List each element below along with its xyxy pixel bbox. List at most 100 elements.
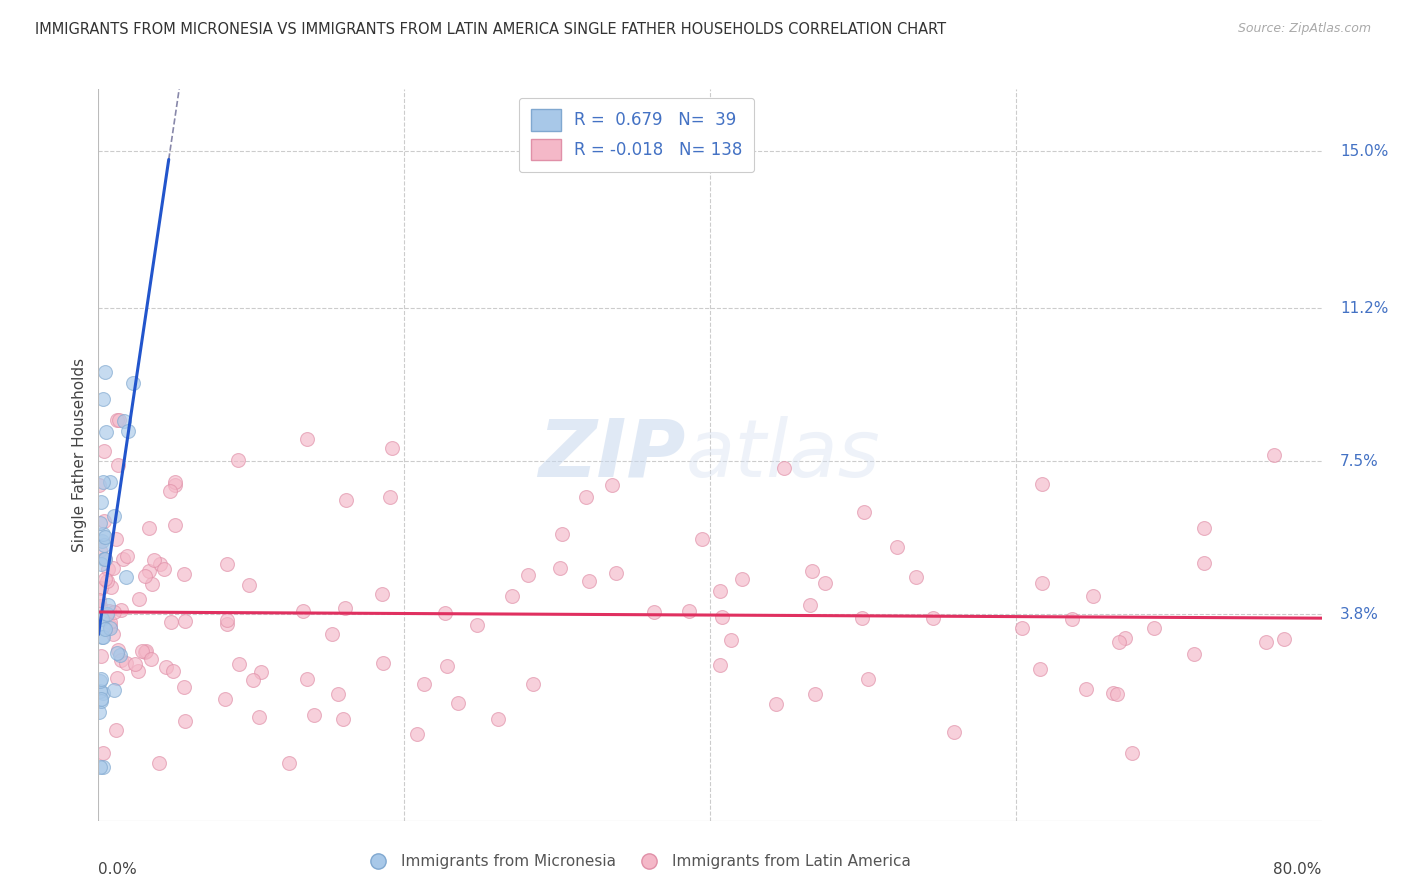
Point — [98, 615, 121, 630]
Point — [94, 552, 117, 566]
Point — [105, 533, 128, 547]
Point — [406, 727, 429, 741]
Point — [105, 672, 128, 686]
Text: 7.5%: 7.5% — [1340, 454, 1379, 468]
Text: 15.0%: 15.0% — [1340, 144, 1388, 159]
Text: Source: ZipAtlas.com: Source: ZipAtlas.com — [1237, 22, 1371, 36]
Point — [162, 664, 184, 678]
Point — [134, 645, 156, 659]
Point — [110, 603, 132, 617]
Point — [1182, 647, 1205, 661]
Legend: Immigrants from Micronesia, Immigrants from Latin America: Immigrants from Micronesia, Immigrants f… — [356, 848, 917, 875]
Text: atlas: atlas — [686, 416, 880, 494]
Point — [1029, 662, 1052, 676]
Point — [1031, 477, 1053, 491]
Point — [215, 558, 238, 572]
Point — [163, 518, 186, 533]
Text: 0.0%: 0.0% — [98, 862, 138, 877]
Point — [103, 508, 125, 523]
Point — [250, 665, 273, 679]
Point — [548, 561, 571, 575]
Point — [93, 444, 115, 458]
Point — [522, 677, 544, 691]
Point — [127, 664, 149, 678]
Point — [107, 458, 129, 472]
Point — [517, 568, 540, 582]
Point — [117, 549, 139, 563]
Point — [128, 591, 150, 606]
Point — [107, 646, 129, 660]
Point — [90, 691, 112, 706]
Point — [217, 613, 239, 627]
Point — [1272, 632, 1295, 646]
Point — [159, 483, 181, 498]
Point — [465, 617, 488, 632]
Point — [153, 562, 176, 576]
Point — [91, 475, 114, 489]
Point — [804, 688, 827, 702]
Point — [709, 583, 731, 598]
Point — [1031, 576, 1053, 591]
Text: ZIP: ZIP — [538, 416, 686, 494]
Y-axis label: Single Father Households: Single Father Households — [72, 358, 87, 552]
Text: 11.2%: 11.2% — [1340, 301, 1388, 316]
Text: 80.0%: 80.0% — [1274, 862, 1322, 877]
Point — [91, 392, 114, 406]
Point — [98, 619, 121, 633]
Point — [103, 561, 125, 575]
Point — [91, 526, 114, 541]
Point — [1101, 686, 1123, 700]
Point — [851, 611, 873, 625]
Point — [90, 693, 112, 707]
Point — [486, 712, 509, 726]
Point — [91, 620, 114, 634]
Point — [91, 630, 114, 644]
Point — [1143, 621, 1166, 635]
Point — [148, 756, 170, 770]
Point — [575, 490, 598, 504]
Point — [87, 478, 110, 492]
Point — [93, 746, 115, 760]
Point — [89, 592, 111, 607]
Point — [678, 604, 700, 618]
Point — [110, 653, 132, 667]
Point — [381, 441, 404, 455]
Point — [105, 723, 128, 738]
Point — [111, 552, 134, 566]
Point — [578, 574, 600, 588]
Text: 3.8%: 3.8% — [1340, 607, 1379, 622]
Point — [228, 657, 250, 671]
Point — [942, 724, 965, 739]
Point — [412, 676, 434, 690]
Point — [97, 562, 120, 576]
Point — [107, 643, 129, 657]
Point — [373, 656, 395, 670]
Text: IMMIGRANTS FROM MICRONESIA VS IMMIGRANTS FROM LATIN AMERICA SINGLE FATHER HOUSEH: IMMIGRANTS FROM MICRONESIA VS IMMIGRANTS… — [35, 22, 946, 37]
Point — [1254, 634, 1277, 648]
Point — [550, 527, 572, 541]
Point — [332, 712, 354, 726]
Point — [433, 606, 456, 620]
Point — [292, 604, 315, 618]
Point — [89, 543, 111, 558]
Point — [117, 424, 139, 438]
Point — [328, 687, 350, 701]
Point — [1105, 688, 1128, 702]
Point — [94, 425, 117, 440]
Point — [1108, 635, 1130, 649]
Point — [89, 705, 111, 719]
Point — [1263, 448, 1285, 462]
Point — [108, 413, 131, 427]
Point — [114, 570, 136, 584]
Point — [112, 413, 135, 427]
Point — [856, 672, 879, 686]
Point — [1083, 589, 1105, 603]
Point — [173, 714, 195, 728]
Point — [226, 453, 249, 467]
Point — [94, 552, 117, 566]
Point — [141, 576, 163, 591]
Point — [96, 607, 118, 621]
Point — [101, 627, 124, 641]
Point — [173, 680, 195, 694]
Point — [335, 492, 357, 507]
